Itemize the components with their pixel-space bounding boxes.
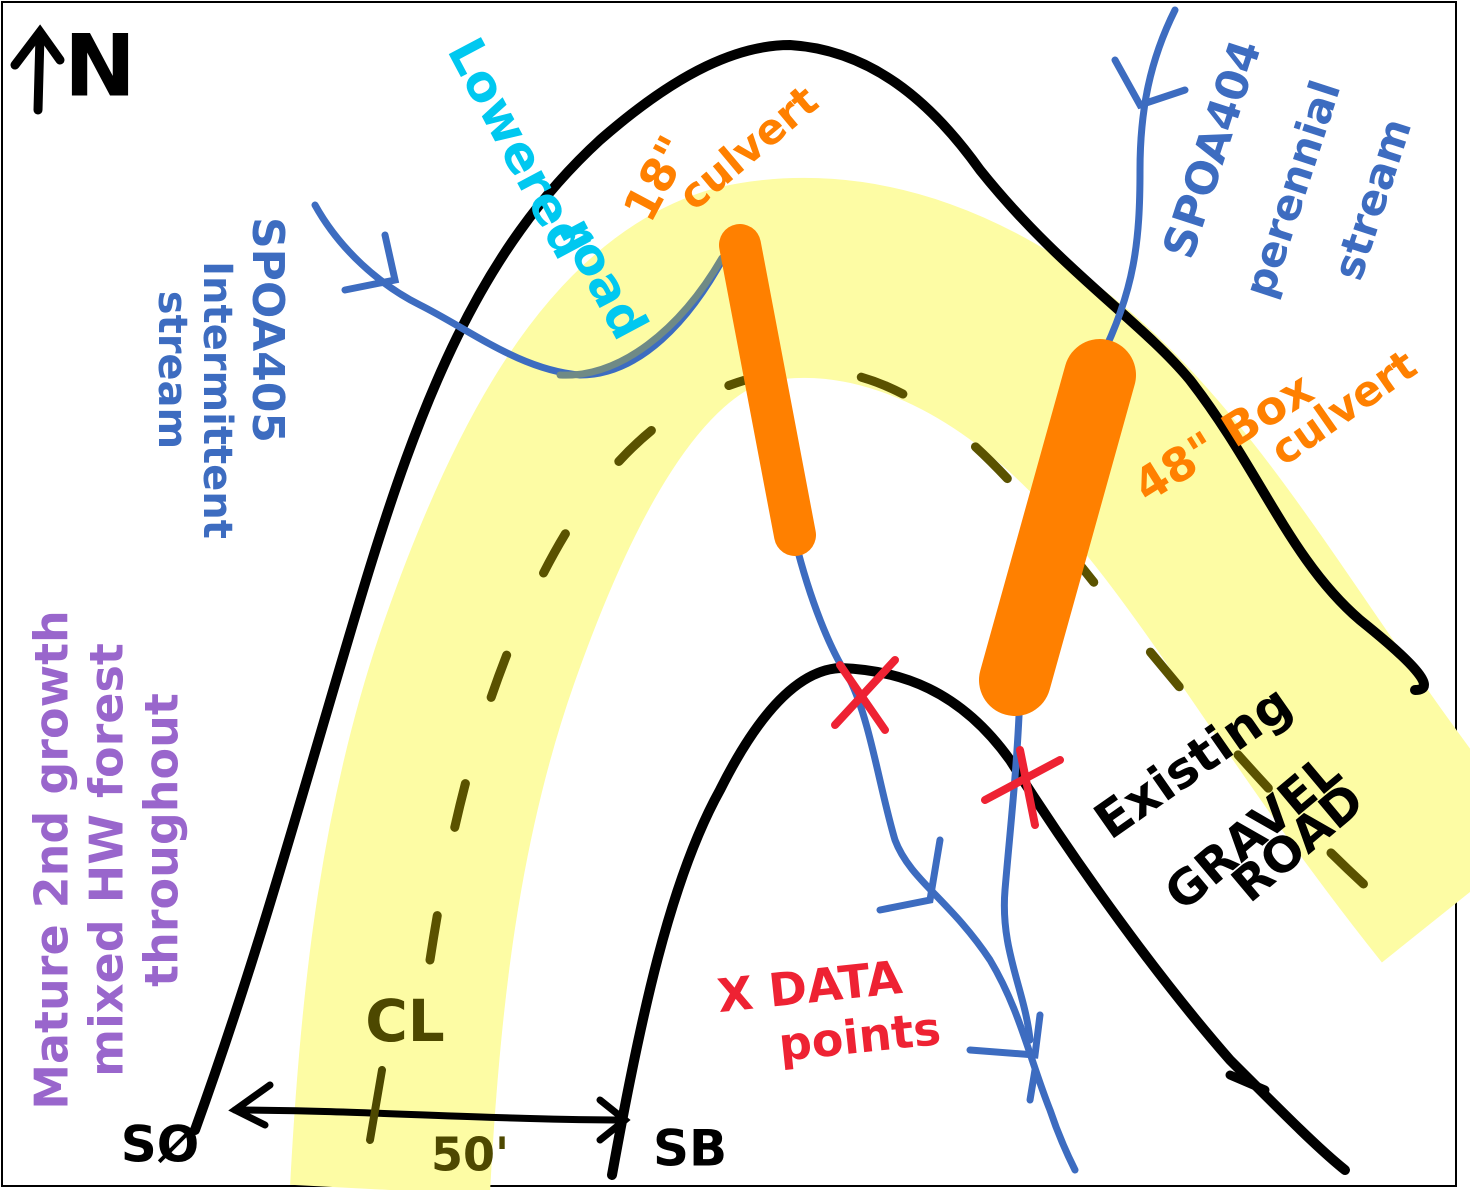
data-points [831, 656, 1064, 829]
label: N [64, 16, 136, 116]
box-culvert [979, 339, 1136, 716]
centerline-dashes [425, 365, 1375, 965]
label: Mature 2nd growth [25, 610, 79, 1110]
label: mixed HW forest [80, 643, 134, 1077]
label: 50' [431, 1128, 509, 1182]
label: throughout [135, 693, 189, 987]
slope-break-upper [190, 39, 1429, 1135]
label: stream [149, 291, 195, 449]
north-arrow [10, 24, 65, 115]
label: SB [653, 1120, 727, 1178]
label: Intermittent [194, 261, 240, 539]
scale-arrow [228, 1081, 631, 1144]
label: SPOA405 [242, 217, 293, 443]
road-edge-tick [1225, 1070, 1270, 1095]
label: SØ [121, 1116, 200, 1174]
centerline-tick [366, 1066, 386, 1144]
stream-in-corridor [556, 254, 726, 379]
culvert-18 [719, 224, 816, 556]
label: CL [365, 987, 445, 1055]
slope-break-lower [607, 662, 1350, 1180]
